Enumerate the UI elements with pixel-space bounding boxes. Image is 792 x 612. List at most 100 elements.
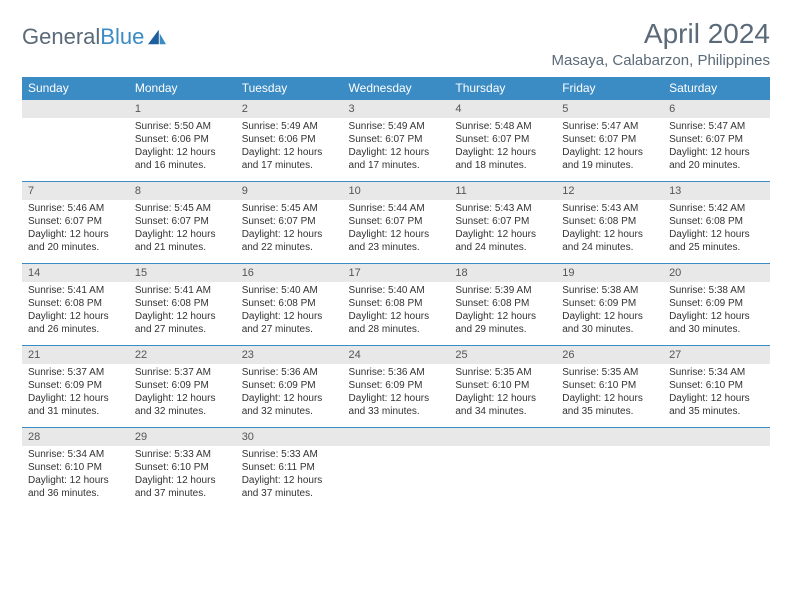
sunrise-line: Sunrise: 5:45 AM [135, 202, 230, 215]
day-content: Sunrise: 5:37 AMSunset: 6:09 PMDaylight:… [22, 364, 129, 422]
daylight-line: Daylight: 12 hours and 35 minutes. [669, 392, 764, 418]
daylight-line: Daylight: 12 hours and 37 minutes. [135, 474, 230, 500]
sunset-line: Sunset: 6:10 PM [455, 379, 550, 392]
daylight-line: Daylight: 12 hours and 36 minutes. [28, 474, 123, 500]
month-title: April 2024 [552, 18, 770, 50]
calendar-cell [343, 427, 450, 509]
sunrise-line: Sunrise: 5:45 AM [242, 202, 337, 215]
daylight-line: Daylight: 12 hours and 27 minutes. [242, 310, 337, 336]
daylight-line: Daylight: 12 hours and 37 minutes. [242, 474, 337, 500]
sunrise-line: Sunrise: 5:50 AM [135, 120, 230, 133]
daylight-line: Daylight: 12 hours and 19 minutes. [562, 146, 657, 172]
day-number: 19 [556, 263, 663, 282]
day-header: Friday [556, 77, 663, 99]
sunset-line: Sunset: 6:09 PM [562, 297, 657, 310]
day-content: Sunrise: 5:47 AMSunset: 6:07 PMDaylight:… [663, 118, 770, 176]
daylight-line: Daylight: 12 hours and 28 minutes. [349, 310, 444, 336]
calendar-cell: 27Sunrise: 5:34 AMSunset: 6:10 PMDayligh… [663, 345, 770, 427]
sunrise-line: Sunrise: 5:33 AM [242, 448, 337, 461]
day-number: 10 [343, 181, 450, 200]
day-content: Sunrise: 5:46 AMSunset: 6:07 PMDaylight:… [22, 200, 129, 258]
sunrise-line: Sunrise: 5:37 AM [135, 366, 230, 379]
daylight-line: Daylight: 12 hours and 32 minutes. [242, 392, 337, 418]
sunset-line: Sunset: 6:10 PM [669, 379, 764, 392]
sunrise-line: Sunrise: 5:36 AM [349, 366, 444, 379]
day-content: Sunrise: 5:44 AMSunset: 6:07 PMDaylight:… [343, 200, 450, 258]
calendar-cell: 26Sunrise: 5:35 AMSunset: 6:10 PMDayligh… [556, 345, 663, 427]
daylight-line: Daylight: 12 hours and 17 minutes. [242, 146, 337, 172]
sunset-line: Sunset: 6:09 PM [349, 379, 444, 392]
day-content: Sunrise: 5:39 AMSunset: 6:08 PMDaylight:… [449, 282, 556, 340]
location-text: Masaya, Calabarzon, Philippines [552, 52, 770, 69]
sunrise-line: Sunrise: 5:41 AM [28, 284, 123, 297]
sunrise-line: Sunrise: 5:47 AM [562, 120, 657, 133]
day-number: 29 [129, 427, 236, 446]
day-header: Thursday [449, 77, 556, 99]
empty-day-bar [556, 427, 663, 446]
day-content: Sunrise: 5:35 AMSunset: 6:10 PMDaylight:… [449, 364, 556, 422]
sunset-line: Sunset: 6:07 PM [349, 215, 444, 228]
day-number: 25 [449, 345, 556, 364]
sunrise-line: Sunrise: 5:43 AM [455, 202, 550, 215]
calendar-cell: 6Sunrise: 5:47 AMSunset: 6:07 PMDaylight… [663, 99, 770, 181]
day-number: 18 [449, 263, 556, 282]
calendar-cell: 7Sunrise: 5:46 AMSunset: 6:07 PMDaylight… [22, 181, 129, 263]
calendar-cell: 2Sunrise: 5:49 AMSunset: 6:06 PMDaylight… [236, 99, 343, 181]
day-content: Sunrise: 5:38 AMSunset: 6:09 PMDaylight:… [556, 282, 663, 340]
sunset-line: Sunset: 6:07 PM [135, 215, 230, 228]
sunset-line: Sunset: 6:07 PM [349, 133, 444, 146]
calendar-cell: 13Sunrise: 5:42 AMSunset: 6:08 PMDayligh… [663, 181, 770, 263]
day-content: Sunrise: 5:33 AMSunset: 6:10 PMDaylight:… [129, 446, 236, 504]
day-number: 7 [22, 181, 129, 200]
day-header-row: Sunday Monday Tuesday Wednesday Thursday… [22, 77, 770, 99]
sunrise-line: Sunrise: 5:49 AM [349, 120, 444, 133]
sunrise-line: Sunrise: 5:49 AM [242, 120, 337, 133]
day-number: 4 [449, 99, 556, 118]
sunset-line: Sunset: 6:06 PM [135, 133, 230, 146]
calendar-cell: 9Sunrise: 5:45 AMSunset: 6:07 PMDaylight… [236, 181, 343, 263]
daylight-line: Daylight: 12 hours and 21 minutes. [135, 228, 230, 254]
daylight-line: Daylight: 12 hours and 20 minutes. [28, 228, 123, 254]
day-number: 24 [343, 345, 450, 364]
day-content: Sunrise: 5:49 AMSunset: 6:06 PMDaylight:… [236, 118, 343, 176]
sunset-line: Sunset: 6:07 PM [28, 215, 123, 228]
calendar-body: 1Sunrise: 5:50 AMSunset: 6:06 PMDaylight… [22, 99, 770, 509]
day-number: 5 [556, 99, 663, 118]
calendar-cell: 4Sunrise: 5:48 AMSunset: 6:07 PMDaylight… [449, 99, 556, 181]
calendar-cell: 20Sunrise: 5:38 AMSunset: 6:09 PMDayligh… [663, 263, 770, 345]
calendar-cell: 21Sunrise: 5:37 AMSunset: 6:09 PMDayligh… [22, 345, 129, 427]
title-block: April 2024 Masaya, Calabarzon, Philippin… [552, 18, 770, 69]
daylight-line: Daylight: 12 hours and 17 minutes. [349, 146, 444, 172]
sunrise-line: Sunrise: 5:33 AM [135, 448, 230, 461]
daylight-line: Daylight: 12 hours and 29 minutes. [455, 310, 550, 336]
day-number: 12 [556, 181, 663, 200]
sunset-line: Sunset: 6:09 PM [135, 379, 230, 392]
daylight-line: Daylight: 12 hours and 30 minutes. [669, 310, 764, 336]
calendar-cell: 17Sunrise: 5:40 AMSunset: 6:08 PMDayligh… [343, 263, 450, 345]
day-header: Wednesday [343, 77, 450, 99]
day-number: 21 [22, 345, 129, 364]
sunset-line: Sunset: 6:08 PM [562, 215, 657, 228]
daylight-line: Daylight: 12 hours and 34 minutes. [455, 392, 550, 418]
day-content: Sunrise: 5:50 AMSunset: 6:06 PMDaylight:… [129, 118, 236, 176]
sunset-line: Sunset: 6:11 PM [242, 461, 337, 474]
sunset-line: Sunset: 6:08 PM [669, 215, 764, 228]
sunrise-line: Sunrise: 5:46 AM [28, 202, 123, 215]
day-number: 22 [129, 345, 236, 364]
calendar-cell: 15Sunrise: 5:41 AMSunset: 6:08 PMDayligh… [129, 263, 236, 345]
calendar-cell: 23Sunrise: 5:36 AMSunset: 6:09 PMDayligh… [236, 345, 343, 427]
calendar-row: 14Sunrise: 5:41 AMSunset: 6:08 PMDayligh… [22, 263, 770, 345]
sunset-line: Sunset: 6:10 PM [135, 461, 230, 474]
day-number: 2 [236, 99, 343, 118]
day-content: Sunrise: 5:35 AMSunset: 6:10 PMDaylight:… [556, 364, 663, 422]
day-number: 16 [236, 263, 343, 282]
sunset-line: Sunset: 6:09 PM [242, 379, 337, 392]
calendar-cell [449, 427, 556, 509]
calendar-cell: 1Sunrise: 5:50 AMSunset: 6:06 PMDaylight… [129, 99, 236, 181]
day-content: Sunrise: 5:43 AMSunset: 6:08 PMDaylight:… [556, 200, 663, 258]
calendar-cell: 22Sunrise: 5:37 AMSunset: 6:09 PMDayligh… [129, 345, 236, 427]
day-number: 17 [343, 263, 450, 282]
day-content: Sunrise: 5:45 AMSunset: 6:07 PMDaylight:… [129, 200, 236, 258]
calendar-cell: 24Sunrise: 5:36 AMSunset: 6:09 PMDayligh… [343, 345, 450, 427]
day-content: Sunrise: 5:33 AMSunset: 6:11 PMDaylight:… [236, 446, 343, 504]
